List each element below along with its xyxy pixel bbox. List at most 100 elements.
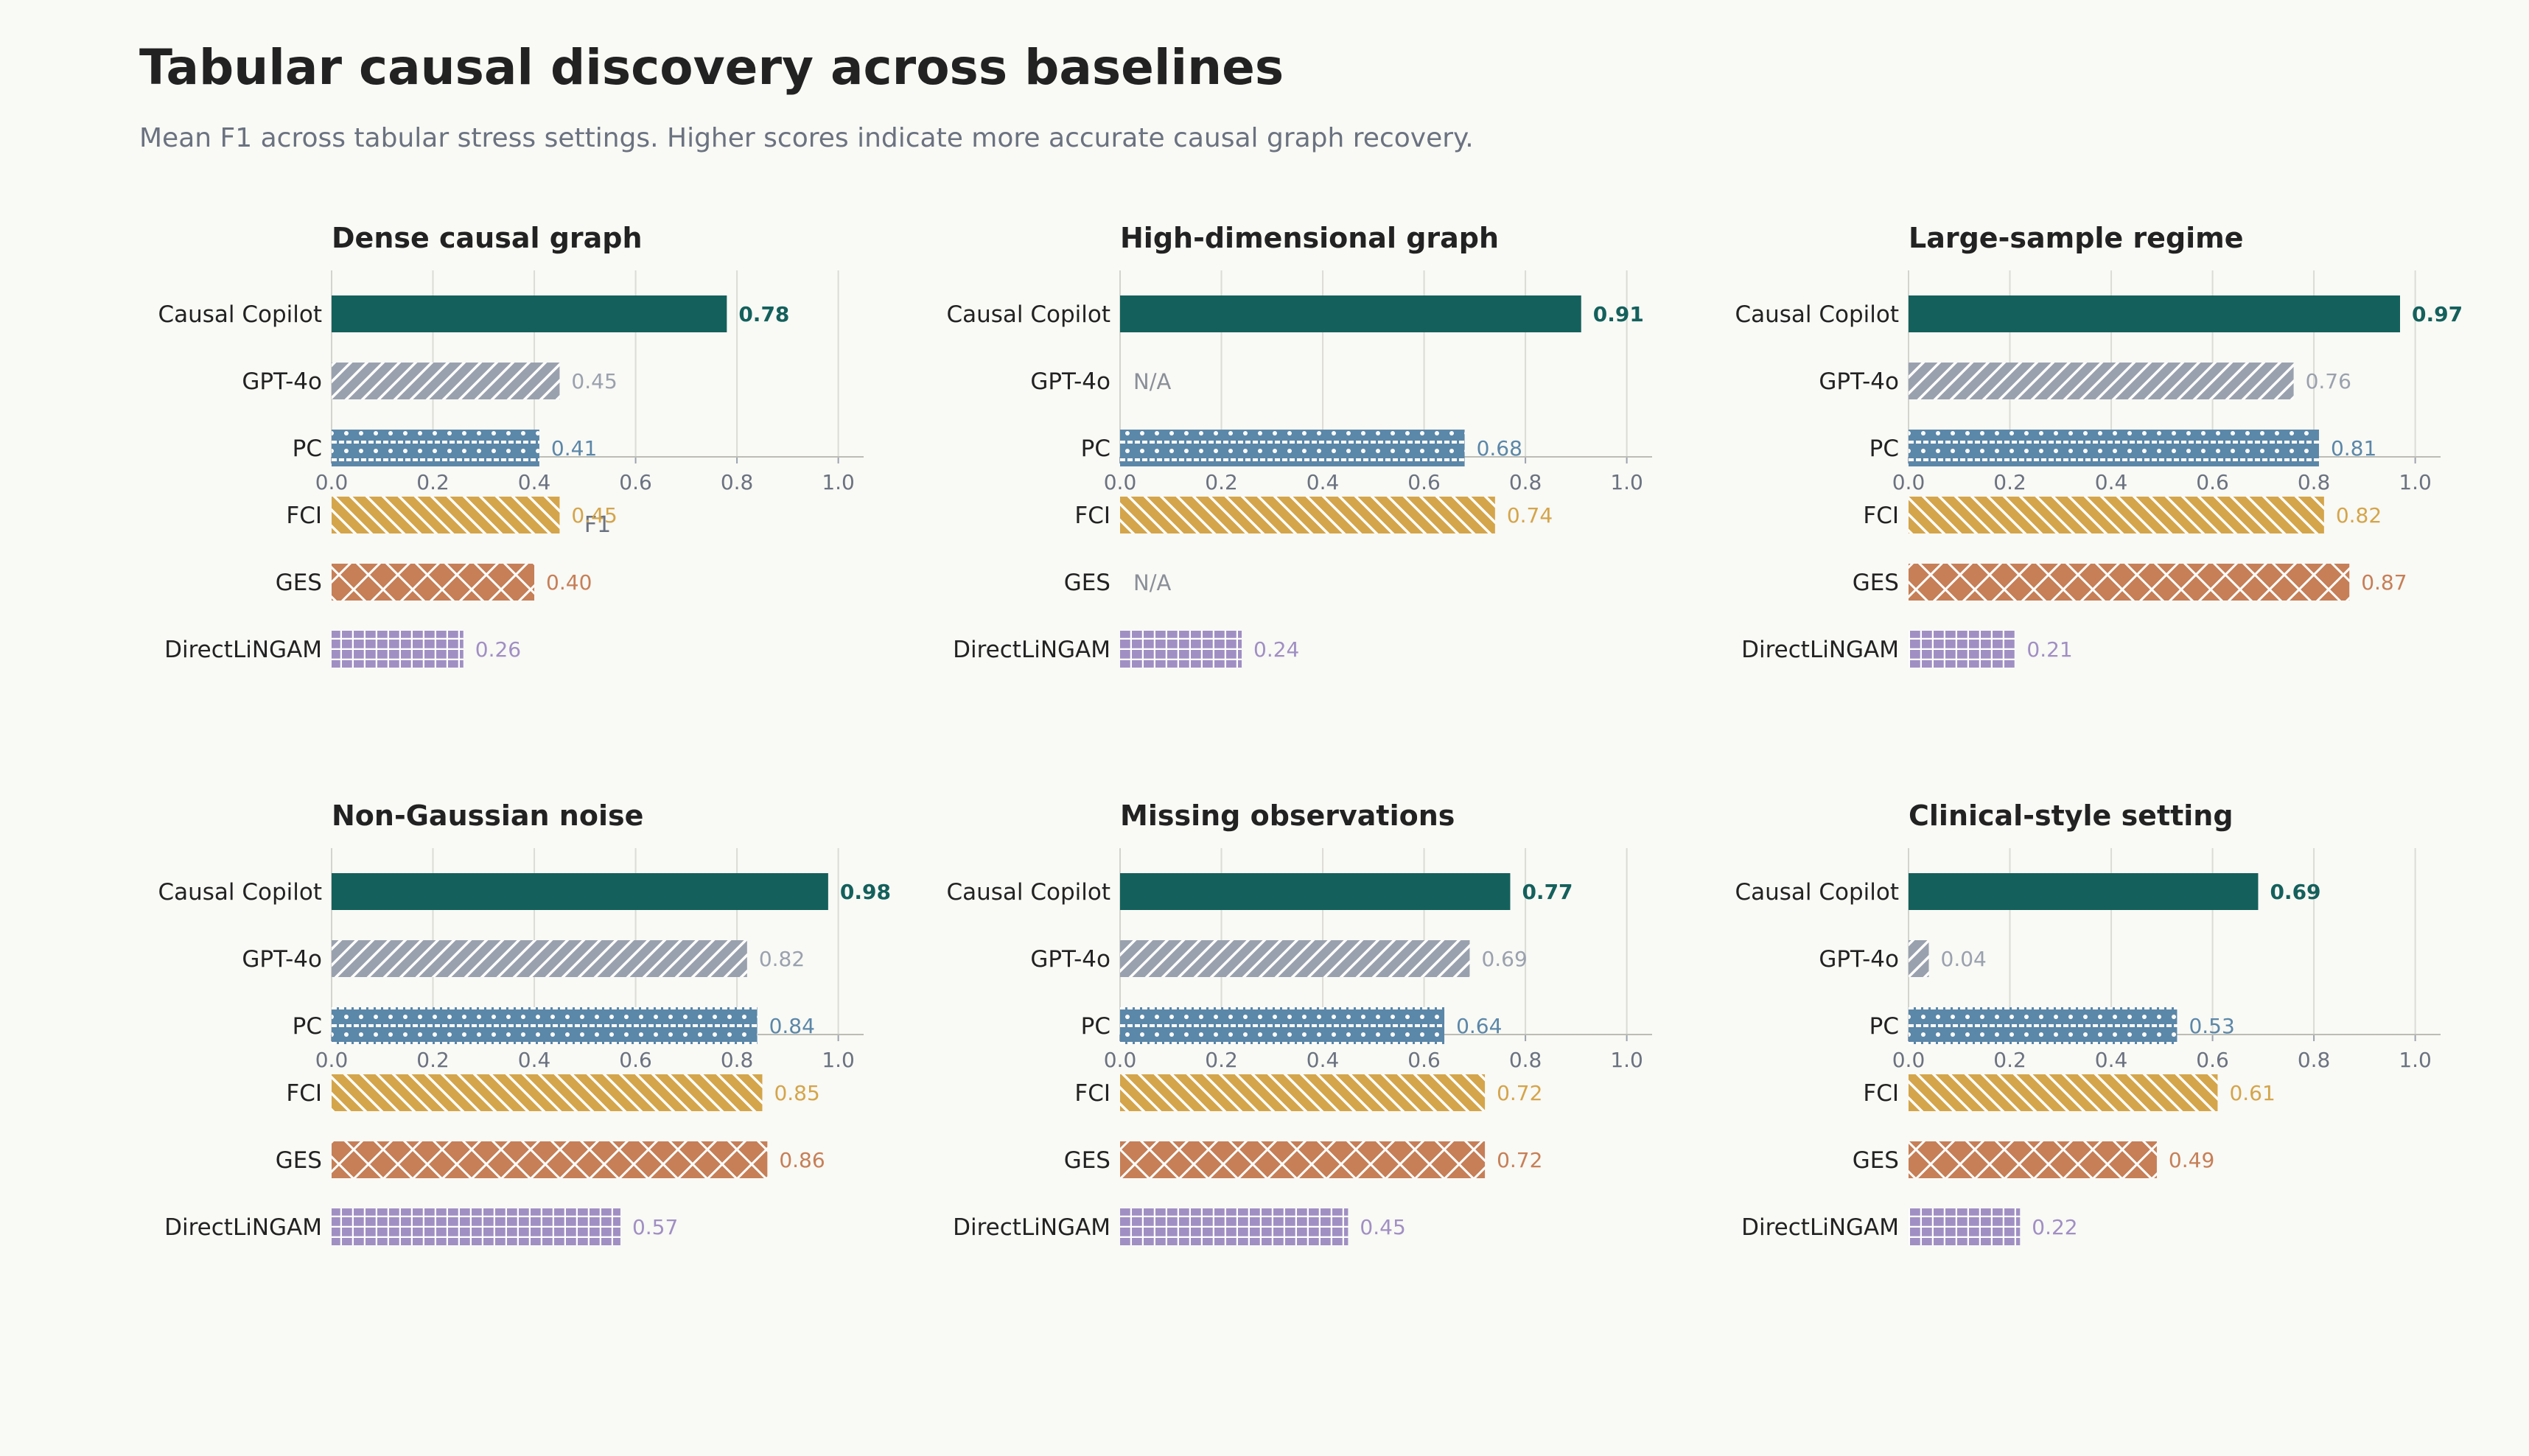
x-tick-label: 0.4 (518, 1048, 551, 1072)
category-label: GES (276, 1147, 322, 1174)
panel-title: Non-Gaussian noise (332, 799, 643, 832)
value-label: 0.40 (546, 570, 592, 595)
bar (332, 1007, 758, 1044)
value-label: 0.45 (571, 503, 617, 528)
value-label: 0.04 (1941, 947, 1987, 971)
value-label: 0.61 (2229, 1081, 2275, 1105)
x-tick-label: 0.2 (416, 470, 450, 494)
x-tick-label: 1.0 (2399, 470, 2432, 494)
category-label: GPT-4o (1819, 368, 1899, 395)
bar (332, 430, 539, 466)
category-label: Causal Copilot (946, 301, 1110, 328)
x-axis-label: F1 (584, 512, 611, 538)
bar (1909, 430, 2319, 466)
category-label: GES (1064, 1147, 1110, 1174)
value-label: 0.53 (2189, 1014, 2234, 1038)
value-label: 0.84 (769, 1014, 815, 1038)
na-label: N/A (1133, 369, 1171, 394)
category-label: PC (1081, 1013, 1110, 1040)
category-label: GPT-4o (1030, 368, 1110, 395)
value-label: 0.41 (551, 436, 597, 461)
value-label: 0.81 (2331, 436, 2376, 461)
x-tick-label: 1.0 (822, 470, 855, 494)
category-label: PC (293, 435, 322, 462)
bar (332, 497, 560, 533)
x-tick-label: 0.0 (1104, 470, 1137, 494)
bar (332, 1074, 763, 1111)
category-label: FCI (286, 503, 322, 529)
bar (1909, 1208, 2021, 1245)
value-label: 0.68 (1477, 436, 1522, 461)
figure-title: Tabular causal discovery across baseline… (139, 39, 1284, 96)
value-label: 0.69 (2270, 880, 2320, 904)
panel-title: Dense causal graph (332, 222, 643, 254)
bar (332, 1141, 768, 1178)
na-label: N/A (1133, 570, 1171, 595)
value-label: 0.72 (1497, 1148, 1542, 1172)
x-tick-label: 0.4 (1307, 470, 1340, 494)
category-label: FCI (286, 1080, 322, 1107)
x-tick-label: 1.0 (1610, 1048, 1643, 1072)
category-label: Causal Copilot (158, 301, 322, 328)
x-tick-label: 1.0 (1610, 470, 1643, 494)
bar (1909, 1074, 2218, 1111)
bar (1120, 1007, 1445, 1044)
value-label: 0.76 (2306, 369, 2351, 393)
x-tick-label: 0.6 (1407, 1048, 1441, 1072)
value-label: 0.91 (1593, 302, 1644, 326)
x-tick-label: 0.8 (721, 1048, 754, 1072)
x-tick-label: 1.0 (2399, 1048, 2432, 1072)
value-label: 0.57 (632, 1215, 678, 1239)
bar (1120, 1141, 1486, 1178)
category-label: GPT-4o (1819, 946, 1899, 973)
bar (332, 940, 747, 977)
x-tick-label: 0.4 (2095, 470, 2128, 494)
x-tick-label: 0.6 (619, 470, 652, 494)
bar (1909, 497, 2324, 533)
x-tick-label: 0.8 (2298, 1048, 2331, 1072)
chart-panel: High-dimensional graph 0.0 0.2 0.4 0.6 0.8 1.0… (946, 222, 1652, 668)
x-tick-label: 0.6 (1407, 470, 1441, 494)
x-tick-label: 0.8 (1509, 470, 1542, 494)
bar (332, 1208, 620, 1245)
bar (332, 295, 727, 332)
category-label: PC (293, 1013, 322, 1040)
category-label: PC (1081, 435, 1110, 462)
category-label: DirectLiNGAM (1741, 637, 1899, 663)
panel-title: High-dimensional graph (1120, 222, 1499, 254)
bar (1909, 295, 2400, 332)
category-label: Causal Copilot (946, 879, 1110, 906)
x-tick-label: 0.8 (2298, 470, 2331, 494)
bar (1120, 430, 1465, 466)
x-tick-label: 0.2 (416, 1048, 450, 1072)
category-label: GPT-4o (1030, 946, 1110, 973)
value-label: 0.86 (779, 1148, 825, 1172)
x-tick-label: 0.6 (2196, 1048, 2229, 1072)
bar (1909, 631, 2015, 668)
x-tick-label: 0.2 (1993, 1048, 2026, 1072)
bar (1909, 1141, 2157, 1178)
bar (1909, 564, 2350, 601)
bar (1120, 631, 1242, 668)
category-label: FCI (1074, 1080, 1110, 1107)
category-label: FCI (1863, 1080, 1899, 1107)
value-label: 0.69 (1481, 947, 1527, 971)
category-label: Causal Copilot (158, 879, 322, 906)
x-tick-label: 0.0 (315, 470, 349, 494)
chart-panel: Missing observations0.00.20.40.60.81.0F1… (946, 799, 1652, 1245)
value-label: 0.97 (2412, 302, 2463, 326)
x-tick-label: 0.0 (1104, 1048, 1137, 1072)
value-label: 0.49 (2169, 1148, 2214, 1172)
category-label: DirectLiNGAM (953, 637, 1110, 663)
category-label: DirectLiNGAM (164, 1214, 322, 1241)
value-label: 0.98 (840, 880, 891, 904)
x-tick-label: 0.0 (1892, 1048, 1925, 1072)
value-label: 0.72 (1497, 1081, 1542, 1105)
panel-title: Large-sample regime (1909, 222, 2244, 254)
category-label: FCI (1074, 503, 1110, 529)
bar (1120, 295, 1581, 332)
bar (1120, 1208, 1349, 1245)
category-label: FCI (1863, 503, 1899, 529)
